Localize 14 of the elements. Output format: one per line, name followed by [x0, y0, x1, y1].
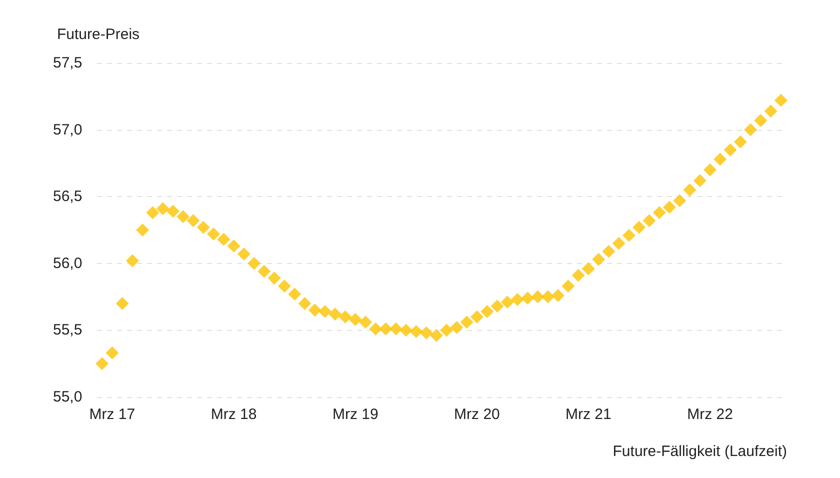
- y-tick-label: 56,0: [53, 254, 82, 272]
- x-tick-label: Mrz 21: [565, 406, 612, 423]
- y-axis-title: Future-Preis: [57, 26, 140, 43]
- x-tick-label: Mrz 20: [454, 406, 500, 423]
- x-axis-title: Future-Fälligkeit (Laufzeit): [612, 443, 788, 460]
- x-tick-label: Mrz 19: [332, 406, 378, 423]
- y-tick-label: 55,5: [53, 322, 82, 339]
- y-tick-label: 57,0: [53, 121, 82, 138]
- y-tick-label: 55,0: [53, 388, 82, 406]
- x-tick-label: Mrz 18: [210, 406, 257, 423]
- y-tick-label: 57,5: [53, 54, 82, 72]
- y-tick-label: 56,5: [53, 188, 82, 206]
- x-tick-label: Mrz 17: [89, 406, 136, 423]
- x-tick-label: Mrz 22: [687, 406, 733, 423]
